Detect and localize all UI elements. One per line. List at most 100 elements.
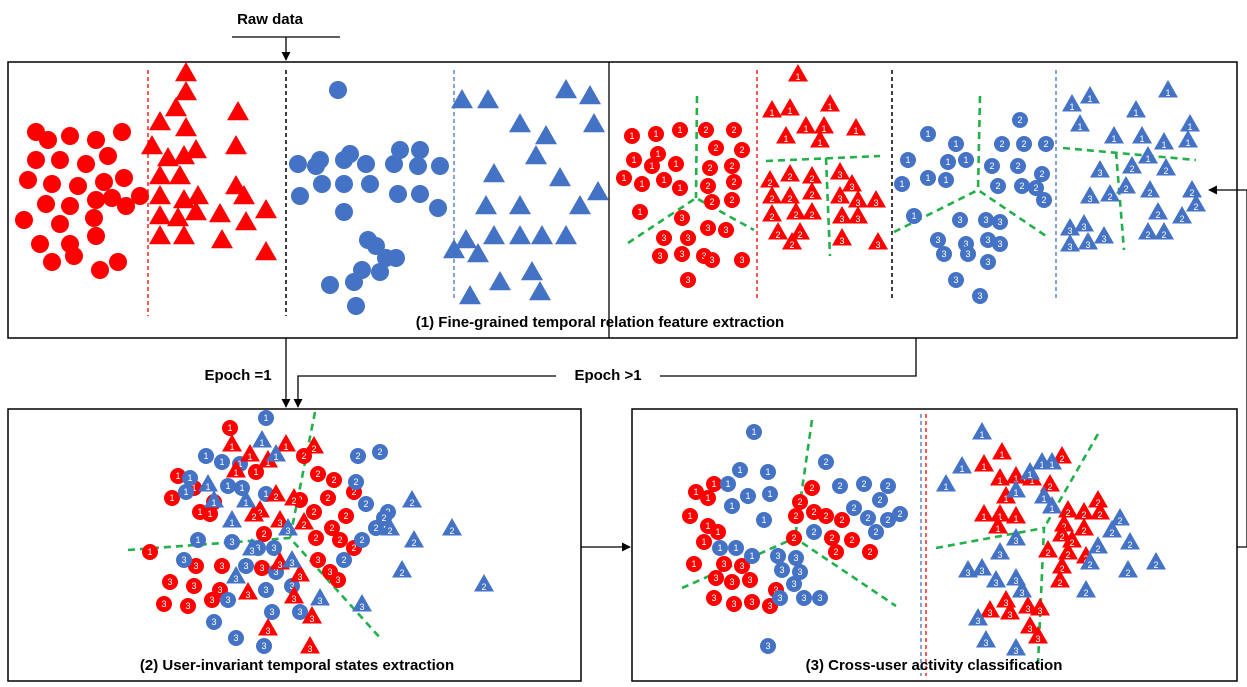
- cluster-point-triangle: [1060, 218, 1080, 236]
- raw-point-triangle: [443, 239, 465, 259]
- raw-point-triangle: [467, 243, 489, 263]
- cluster-number: 3: [935, 235, 940, 245]
- cluster-point-triangle: [936, 474, 956, 492]
- cluster-point-circle: [796, 590, 812, 606]
- cluster-point-triangle: [284, 488, 304, 506]
- cluster-number: 1: [237, 459, 242, 469]
- cluster-point-triangle: [980, 600, 1000, 618]
- cluster-point-circle: [704, 194, 720, 210]
- cluster-point-triangle: [1118, 560, 1138, 578]
- cluster-point-circle: [214, 558, 230, 574]
- cluster-point-circle: [256, 638, 272, 654]
- cluster-number: 1: [183, 487, 188, 497]
- cluster-point-triangle: [240, 444, 260, 462]
- cluster-number: 3: [985, 257, 990, 267]
- cluster-point-triangle: [830, 186, 850, 204]
- cluster-point-triangle: [974, 454, 994, 472]
- cluster-number: 3: [679, 249, 684, 259]
- cluster-point-circle: [338, 508, 354, 524]
- cluster-number: 1: [243, 498, 248, 508]
- cluster-point-circle: [712, 540, 728, 556]
- cluster-number: 3: [731, 599, 736, 609]
- cluster-point-triangle: [1062, 530, 1082, 548]
- cluster-point-circle: [726, 122, 742, 138]
- raw-point-circle: [345, 273, 363, 291]
- cluster-number: 3: [975, 616, 980, 626]
- cluster-number: 1: [187, 473, 192, 483]
- cluster-number: 1: [1161, 140, 1166, 150]
- cluster-point-circle: [770, 548, 786, 564]
- cluster-point-circle: [228, 630, 244, 646]
- raw-point-triangle: [509, 113, 531, 133]
- cluster-number: 2: [1083, 588, 1088, 598]
- cluster-point-circle: [350, 448, 366, 464]
- cluster-point-triangle: [1178, 130, 1198, 148]
- raw-point-triangle: [209, 203, 231, 223]
- raw-point-triangle: [489, 271, 511, 291]
- cluster-point-circle: [626, 152, 642, 168]
- cluster-number: 3: [661, 233, 666, 243]
- cluster-number: 1: [853, 126, 858, 136]
- cluster-point-triangle: [972, 422, 992, 440]
- cluster-point-triangle: [1040, 474, 1060, 492]
- cluster-number: 3: [307, 644, 312, 654]
- cluster-number: 3: [1081, 222, 1086, 232]
- cluster-point-circle: [732, 462, 748, 478]
- cluster-number: 2: [709, 197, 714, 207]
- cluster-number: 1: [1029, 476, 1034, 486]
- raw-point-circle: [43, 253, 61, 271]
- cluster-number: 3: [1013, 646, 1018, 656]
- cluster-number: 1: [673, 159, 678, 169]
- cluster-point-circle: [792, 494, 808, 510]
- cluster-number: 1: [749, 551, 754, 561]
- cluster-point-triangle: [866, 190, 886, 208]
- cluster-point-triangle: [868, 232, 888, 250]
- raw-point-circle: [409, 157, 427, 175]
- raw-point-circle: [109, 253, 127, 271]
- cluster-number: 1: [691, 559, 696, 569]
- cluster-point-circle: [724, 192, 740, 208]
- cluster-number: 2: [713, 143, 718, 153]
- cluster-number: 3: [225, 595, 230, 605]
- cluster-number: 3: [209, 595, 214, 605]
- cluster-number: 2: [809, 190, 814, 200]
- cluster-number: 1: [963, 155, 968, 165]
- cluster-number: 1: [195, 535, 200, 545]
- cluster-number: 3: [765, 641, 770, 651]
- cluster-number: 2: [1109, 528, 1114, 538]
- cluster-number: 2: [707, 163, 712, 173]
- cluster-point-circle: [680, 272, 696, 288]
- cluster-number: 1: [259, 438, 264, 448]
- cluster-number: 1: [239, 483, 244, 493]
- cluster-point-triangle: [786, 202, 806, 220]
- cluster-point-circle: [188, 558, 204, 574]
- raw-point-triangle: [169, 165, 191, 185]
- cluster-point-circle: [708, 140, 724, 156]
- cluster-point-circle: [756, 512, 772, 528]
- cluster-number: 1: [1185, 138, 1190, 148]
- cluster-number: 3: [1067, 226, 1072, 236]
- cluster-number: 1: [827, 102, 832, 112]
- cluster-number: 3: [779, 565, 784, 575]
- cluster-number: 2: [1057, 578, 1062, 588]
- raw-point-circle: [99, 147, 117, 165]
- cluster-number: 1: [899, 179, 904, 189]
- cluster-number: 1: [629, 131, 634, 141]
- cluster-number: 3: [1019, 588, 1024, 598]
- raw-point-triangle: [583, 113, 605, 133]
- cluster-number: 2: [769, 212, 774, 222]
- cluster-point-triangle: [1038, 540, 1058, 558]
- cluster-point-triangle: [1154, 222, 1174, 240]
- cluster-number: 3: [315, 555, 320, 565]
- cluster-point-circle: [994, 136, 1010, 152]
- cluster-point-circle: [674, 210, 690, 226]
- cluster-point-circle: [1012, 112, 1028, 128]
- cluster-number: 2: [861, 479, 866, 489]
- cluster-number: 1: [211, 498, 216, 508]
- cluster-number: 1: [227, 423, 232, 433]
- epoch-eq1-label: Epoch =1: [204, 367, 271, 384]
- cluster-number: 2: [1019, 181, 1024, 191]
- cluster-point-triangle: [1012, 580, 1032, 598]
- cluster-number: 2: [261, 529, 266, 539]
